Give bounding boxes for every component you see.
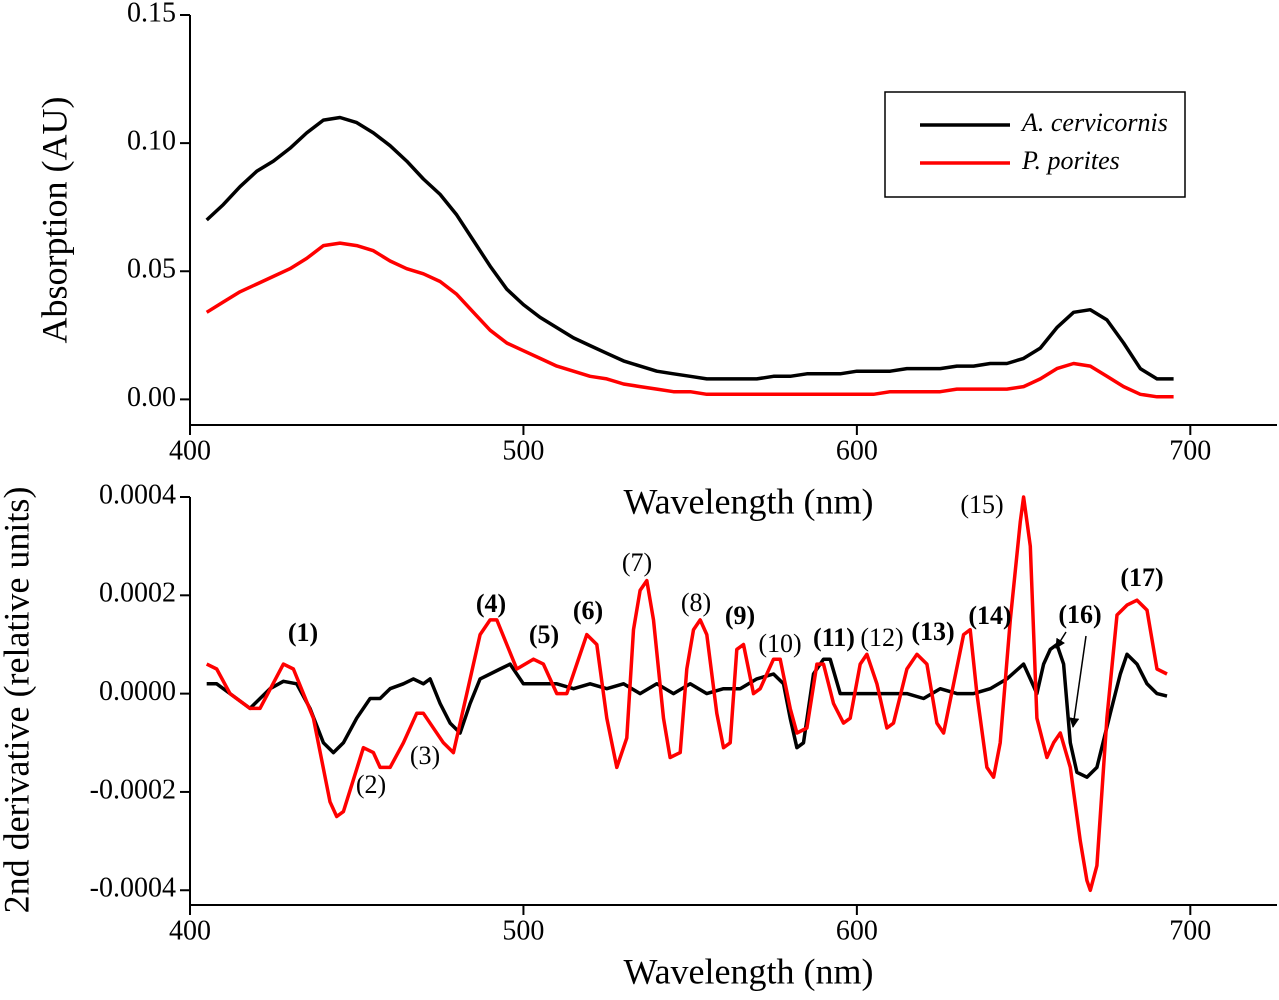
y-tick-label: -0.0002 — [90, 774, 176, 805]
y-tick-label: 0.00 — [127, 382, 176, 413]
legend-box — [884, 91, 1186, 198]
annotation: (10) — [758, 629, 801, 658]
annotation: (7) — [622, 548, 652, 577]
y-axis-title: Absorption (AU) — [34, 97, 74, 344]
y-tick-label: 0.05 — [127, 254, 176, 285]
x-tick-label: 400 — [169, 435, 211, 466]
y-axis-title: 2nd derivative (relative units) — [0, 487, 36, 914]
y-tick-label: 0.10 — [127, 126, 176, 157]
annotation: (14) — [968, 601, 1011, 630]
y-tick-label: 0.0000 — [99, 676, 176, 707]
annotation: (8) — [681, 588, 711, 617]
annotation: (13) — [911, 617, 954, 646]
data-line — [205, 115, 1174, 381]
x-tick-label: 700 — [1169, 435, 1211, 466]
annotation: (15) — [960, 490, 1003, 519]
y-tick-label: 0.15 — [127, 0, 176, 28]
data-line — [206, 642, 1168, 779]
annotation: (11) — [813, 623, 855, 652]
annotation: (4) — [476, 589, 506, 618]
legend-label: P. porites — [1021, 146, 1120, 175]
annotation: (9) — [725, 601, 755, 630]
x-tick-label: 400 — [169, 915, 211, 946]
data-line — [205, 241, 1174, 399]
annotation: (2) — [356, 770, 386, 799]
y-tick-label: 0.0002 — [99, 578, 176, 609]
legend-label: A. cervicornis — [1020, 108, 1168, 137]
annotation: (1) — [288, 618, 318, 647]
annotation-arrow — [1069, 635, 1087, 728]
annotation: (12) — [860, 623, 903, 652]
x-tick-label: 600 — [836, 915, 878, 946]
data-line — [205, 495, 1168, 893]
x-tick-label: 600 — [836, 435, 878, 466]
annotation: (6) — [573, 596, 603, 625]
y-tick-label: 0.0004 — [99, 479, 176, 510]
annotation: (5) — [529, 620, 559, 649]
x-axis-title: Wavelength (nm) — [623, 951, 873, 991]
annotation: (3) — [410, 741, 440, 770]
annotation: (17) — [1120, 563, 1163, 592]
annotation: (16) — [1058, 600, 1101, 629]
y-tick-label: -0.0004 — [90, 873, 176, 904]
x-tick-label: 500 — [502, 915, 544, 946]
x-tick-label: 700 — [1169, 915, 1211, 946]
x-tick-label: 500 — [502, 435, 544, 466]
x-axis-title: Wavelength (nm) — [623, 481, 873, 521]
